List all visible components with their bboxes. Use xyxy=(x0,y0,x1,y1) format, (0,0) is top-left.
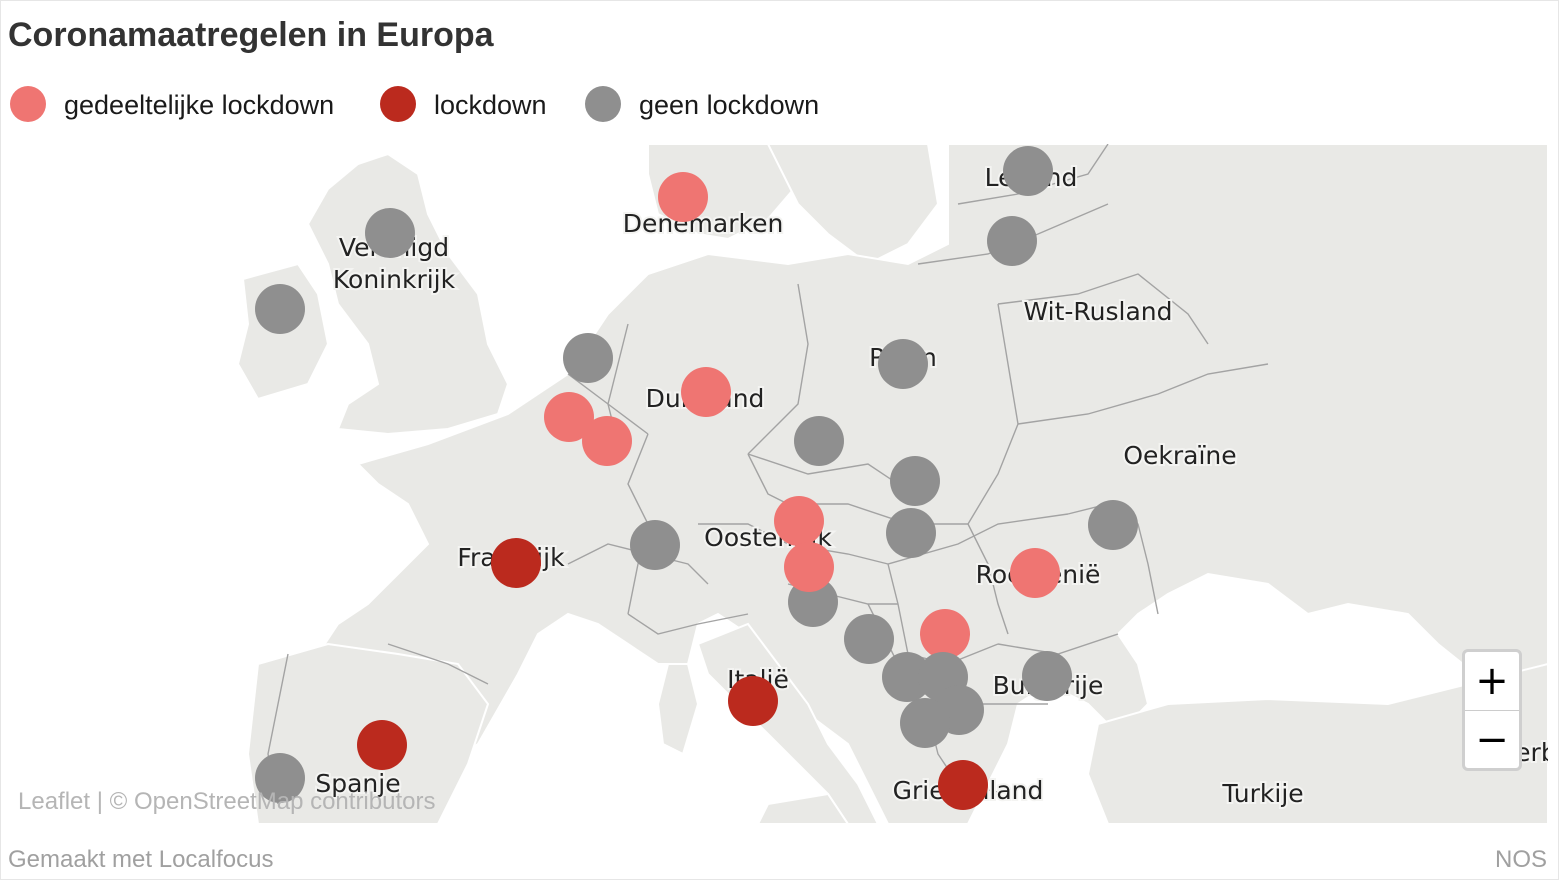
marker-verenigd-koninkrijk[interactable] xyxy=(365,208,415,258)
marker-frankrijk[interactable] xyxy=(491,538,541,588)
marker-spanje[interactable] xyxy=(357,720,407,770)
map-svg: Verenigd Koninkrijk Denemarken Letland W… xyxy=(236,144,1548,824)
marker-slowakije[interactable] xyxy=(890,456,940,506)
marker-servie[interactable] xyxy=(920,609,970,659)
map-attribution[interactable]: Leaflet | © OpenStreetMap contributors xyxy=(18,788,436,815)
zoom-in-button[interactable]: + xyxy=(1465,652,1519,711)
footer-credit[interactable]: Gemaakt met Localfocus xyxy=(8,846,274,873)
marker-bulgarije[interactable] xyxy=(1022,651,1072,701)
marker-belgie[interactable] xyxy=(544,392,594,442)
marker-hongarije[interactable] xyxy=(886,508,936,558)
legend-label-none: geen lockdown xyxy=(639,90,820,120)
footer-source: NOS xyxy=(1494,846,1547,873)
marker-albanie[interactable] xyxy=(900,698,950,748)
marker-roemenie[interactable] xyxy=(1010,548,1060,598)
marker-luxemburg[interactable] xyxy=(582,416,632,466)
zoom-out-button[interactable]: − xyxy=(1475,717,1509,763)
map[interactable]: Verenigd Koninkrijk Denemarken Letland W… xyxy=(8,144,1548,824)
label-turkije: Turkije xyxy=(1221,779,1303,808)
marker-nederland[interactable] xyxy=(563,333,613,383)
legend-label-lockdown: lockdown xyxy=(434,90,547,120)
marker-montenegro[interactable] xyxy=(882,652,932,702)
marker-griekenland[interactable] xyxy=(938,760,988,810)
page-title: Coronamaatregelen in Europa xyxy=(8,16,494,54)
markers-layer xyxy=(255,146,1138,810)
marker-tsjechie[interactable] xyxy=(794,416,844,466)
zoom-control: + − xyxy=(1462,649,1522,771)
legend-label-partial: gedeeltelijke lockdown xyxy=(64,90,335,120)
marker-zwitserland[interactable] xyxy=(630,520,680,570)
marker-portugal[interactable] xyxy=(255,753,305,803)
legend-dot-partial xyxy=(10,86,46,122)
marker-slovenie[interactable] xyxy=(784,542,834,592)
marker-bosnie[interactable] xyxy=(844,614,894,664)
marker-litouwen[interactable] xyxy=(987,216,1037,266)
label-koninkrijk: Koninkrijk xyxy=(333,265,456,294)
marker-oostenrijk[interactable] xyxy=(774,496,824,546)
label-spanje: Spanje xyxy=(315,769,400,798)
legend-dot-lockdown xyxy=(380,86,416,122)
marker-polen[interactable] xyxy=(878,339,928,389)
legend-dot-none xyxy=(585,86,621,122)
marker-italie[interactable] xyxy=(728,676,778,726)
marker-letland[interactable] xyxy=(1003,146,1053,196)
marker-ierland[interactable] xyxy=(255,284,305,334)
marker-denemarken[interactable] xyxy=(658,172,708,222)
marker-moldavie[interactable] xyxy=(1088,500,1138,550)
marker-duitsland[interactable] xyxy=(681,367,731,417)
label-denemarken: Denemarken xyxy=(623,209,784,238)
label-oekraine: Oekraïne xyxy=(1123,441,1236,470)
label-wit-rusland: Wit-Rusland xyxy=(1023,297,1172,326)
